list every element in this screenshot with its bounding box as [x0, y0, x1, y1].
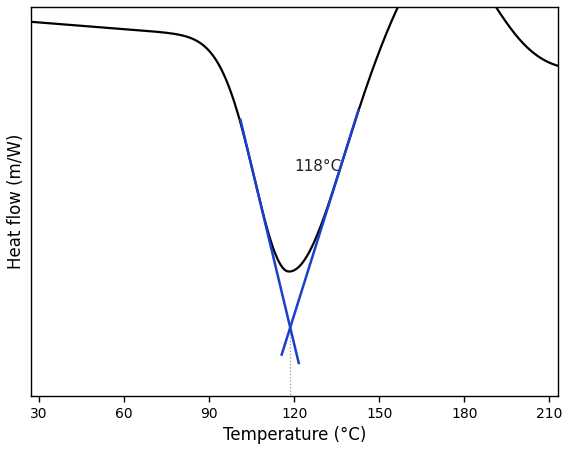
Y-axis label: Heat flow (m/W): Heat flow (m/W) — [7, 134, 25, 269]
X-axis label: Temperature (°C): Temperature (°C) — [223, 426, 366, 444]
Text: 118°C: 118°C — [294, 159, 341, 174]
